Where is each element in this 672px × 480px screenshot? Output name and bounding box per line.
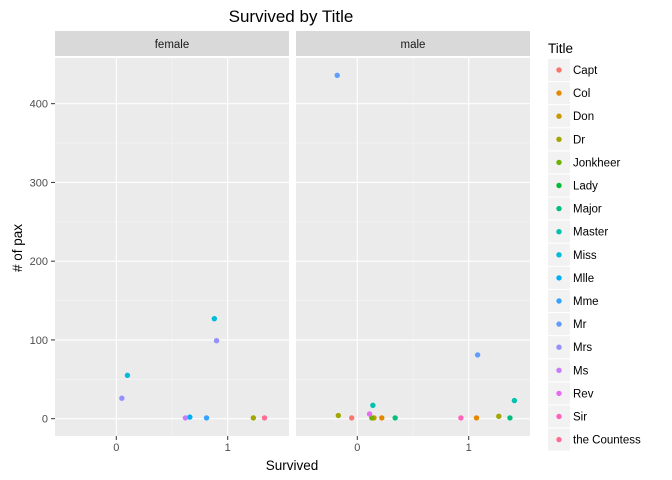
point-rev <box>366 411 373 417</box>
point-col <box>473 415 480 421</box>
point-jonkheer <box>369 415 375 421</box>
x-axis-title: Survived <box>266 458 319 473</box>
x-tick-label: 0 <box>113 442 119 454</box>
legend-label: Capt <box>573 65 598 77</box>
x-tick-label: 1 <box>225 442 231 454</box>
legend-items: Capt Col Don Dr Jonkheer Lady Major Master Miss M… <box>548 59 641 451</box>
legend-marker <box>556 252 562 258</box>
strip-female <box>55 31 289 56</box>
gridlines-female <box>55 58 289 436</box>
legend-marker <box>556 182 562 189</box>
legend-label: Mlle <box>573 273 594 285</box>
legend-label: the Countess <box>573 435 641 447</box>
legend-label: Ms <box>573 365 589 377</box>
facet-panel-female: female <box>55 31 289 436</box>
y-tick-label: 300 <box>30 177 48 189</box>
legend: Title Capt Col Don Dr Jonkheer Lady Major Maste… <box>548 41 641 451</box>
point-master <box>370 402 376 408</box>
legend-marker <box>556 205 562 212</box>
points-female <box>119 315 268 421</box>
y-axis: 0 100 200 300 400 <box>30 99 55 426</box>
legend-title: Title <box>548 41 573 56</box>
y-axis-title: # of pax <box>10 224 25 272</box>
legend-label: Mrs <box>573 342 592 354</box>
chart-title: Survived by Title <box>229 7 354 26</box>
point-major <box>392 415 398 421</box>
points-male <box>334 72 518 421</box>
legend-label: Mme <box>573 296 599 308</box>
y-tick-label: 200 <box>30 256 48 268</box>
point-miss <box>211 315 218 322</box>
strip-label-male: male <box>401 39 426 51</box>
point-capt <box>349 415 355 421</box>
point-sir <box>458 415 464 421</box>
legend-label: Col <box>573 88 590 100</box>
point-major <box>507 415 513 421</box>
legend-marker <box>556 275 562 281</box>
x-tick-label: 1 <box>466 442 472 454</box>
legend-marker <box>556 390 562 397</box>
legend-label: Major <box>573 204 602 216</box>
point-mme <box>203 415 210 421</box>
legend-marker <box>556 298 562 304</box>
point-mr <box>474 352 481 358</box>
y-tick-label: 400 <box>30 99 48 111</box>
legend-marker <box>556 344 562 350</box>
legend-label: Rev <box>573 388 594 400</box>
strip-male <box>296 31 530 56</box>
legend-label: Miss <box>573 250 597 262</box>
legend-marker <box>556 113 562 119</box>
point-mrs <box>213 338 220 344</box>
legend-label: Mr <box>573 319 587 331</box>
point-col <box>379 415 385 421</box>
point-ms <box>182 415 189 421</box>
point-master <box>511 397 518 404</box>
legend-label: Lady <box>573 181 598 193</box>
y-tick-label: 100 <box>30 335 48 347</box>
legend-marker <box>556 136 562 142</box>
legend-marker <box>556 436 562 443</box>
legend-marker <box>556 367 562 373</box>
point-dr <box>250 415 257 421</box>
point-dr <box>335 412 342 419</box>
legend-marker <box>556 229 562 235</box>
gridlines-male <box>296 58 530 436</box>
point-dr <box>496 413 502 420</box>
point-the-countess <box>261 415 268 421</box>
strip-label-female: female <box>155 39 190 51</box>
x-axis: 0 1 0 1 <box>113 436 472 454</box>
legend-marker <box>556 413 562 420</box>
point-mlle <box>187 414 193 420</box>
x-tick-label: 0 <box>354 442 360 454</box>
legend-marker <box>556 67 562 73</box>
legend-marker <box>556 90 562 96</box>
legend-marker <box>556 159 562 166</box>
legend-label: Don <box>573 111 594 123</box>
legend-label: Jonkheer <box>573 157 620 169</box>
point-mrs <box>119 395 125 401</box>
facet-panel-male: male <box>296 31 530 436</box>
point-mr <box>334 72 340 79</box>
legend-marker <box>556 321 562 327</box>
legend-label: Dr <box>573 134 585 146</box>
point-miss <box>124 372 131 379</box>
legend-label: Master <box>573 227 608 239</box>
y-tick-label: 0 <box>42 414 48 426</box>
legend-label: Sir <box>573 412 587 424</box>
